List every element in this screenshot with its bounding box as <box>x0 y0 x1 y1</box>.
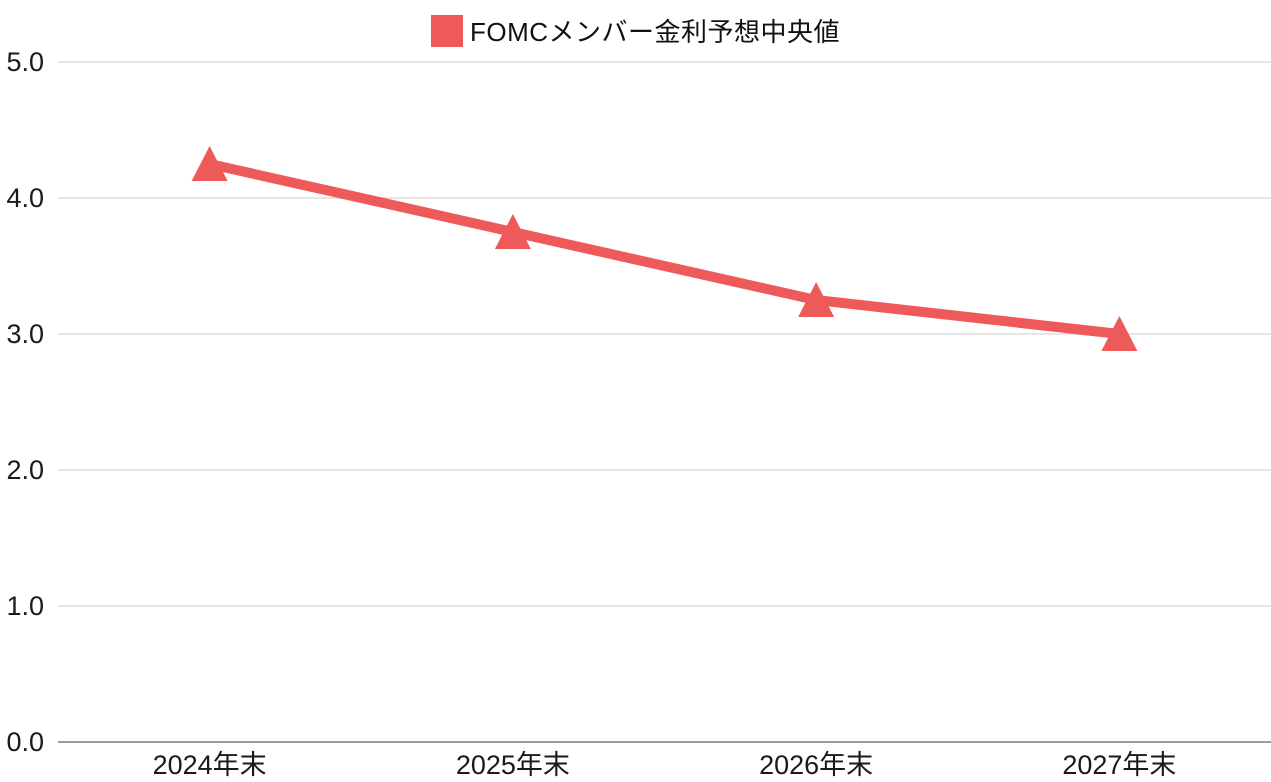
y-tick-label: 4.0 <box>6 183 44 213</box>
x-tick-label: 2025年末 <box>455 750 570 780</box>
data-point-marker <box>191 146 228 181</box>
y-tick-label: 0.0 <box>6 727 44 757</box>
x-tick-label: 2026年末 <box>759 750 874 780</box>
y-tick-label: 1.0 <box>6 591 44 621</box>
data-point-marker <box>798 282 835 317</box>
y-tick-label: 3.0 <box>6 319 44 349</box>
legend-label: FOMCメンバー金利予想中央値 <box>469 17 841 47</box>
data-point-marker <box>1101 316 1138 351</box>
x-tick-label: 2027年末 <box>1062 750 1177 780</box>
x-tick-label: 2024年末 <box>152 750 267 780</box>
data-point-marker <box>494 214 531 249</box>
y-tick-label: 5.0 <box>6 47 44 77</box>
legend-swatch <box>430 14 463 47</box>
chart-legend: FOMCメンバー金利予想中央値 <box>0 12 1271 49</box>
y-tick-label: 2.0 <box>6 455 44 485</box>
series-line <box>204 159 1125 339</box>
